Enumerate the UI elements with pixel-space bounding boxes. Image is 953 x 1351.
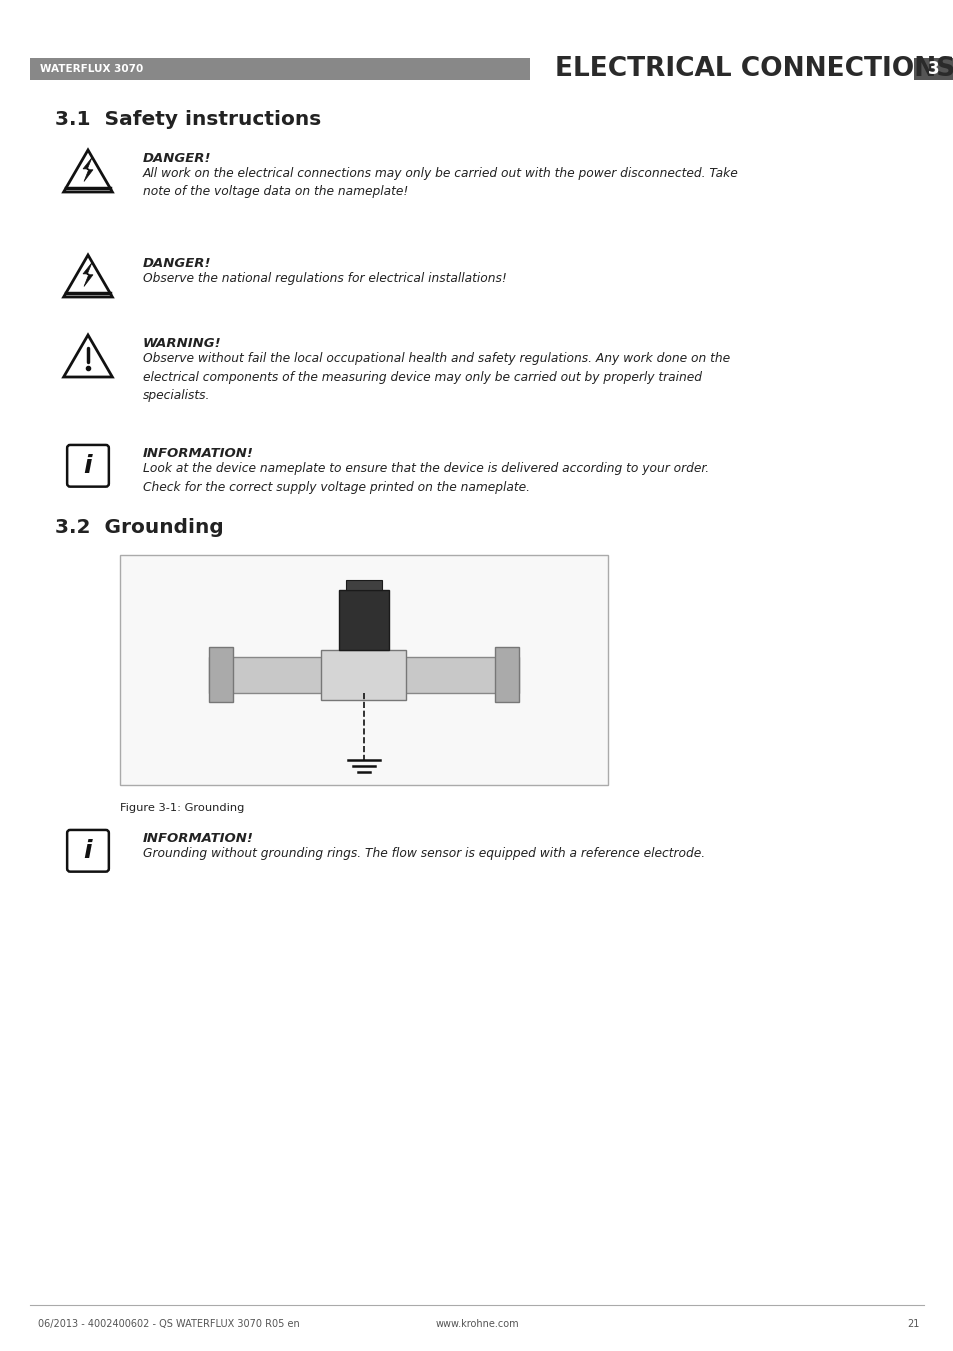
Bar [120, 555, 607, 785]
Text: DANGER!: DANGER! [143, 153, 212, 165]
Text: WARNING!: WARNING! [143, 336, 221, 350]
Text: 3: 3 [927, 59, 939, 78]
Text: WATERFLUX 3070: WATERFLUX 3070 [40, 63, 143, 74]
Text: Observe without fail the local occupational health and safety regulations. Any w: Observe without fail the local occupatio… [143, 353, 729, 403]
Polygon shape [83, 262, 92, 286]
Text: 06/2013 - 4002400602 - QS WATERFLUX 3070 R05 en: 06/2013 - 4002400602 - QS WATERFLUX 3070… [38, 1319, 299, 1329]
Bar [346, 580, 381, 589]
Text: 3.2  Grounding: 3.2 Grounding [55, 517, 224, 536]
Text: ELECTRICAL CONNECTIONS: ELECTRICAL CONNECTIONS [555, 55, 953, 82]
Text: All work on the electrical connections may only be carried out with the power di: All work on the electrical connections m… [143, 168, 738, 199]
Text: Observe the national regulations for electrical installations!: Observe the national regulations for ele… [143, 272, 506, 285]
Bar [30, 58, 530, 80]
Text: 3.1  Safety instructions: 3.1 Safety instructions [55, 109, 321, 128]
Bar [495, 647, 518, 703]
Text: i: i [84, 454, 92, 478]
Text: 21: 21 [906, 1319, 919, 1329]
Bar [321, 650, 406, 700]
Polygon shape [64, 255, 112, 297]
Bar [209, 647, 233, 703]
Polygon shape [64, 335, 112, 377]
Text: www.krohne.com: www.krohne.com [435, 1319, 518, 1329]
Text: i: i [84, 839, 92, 863]
Bar [209, 657, 518, 693]
Text: Figure 3-1: Grounding: Figure 3-1: Grounding [120, 802, 244, 813]
Text: INFORMATION!: INFORMATION! [143, 832, 253, 844]
Polygon shape [64, 150, 112, 192]
Bar [338, 589, 389, 650]
Bar [913, 58, 953, 80]
Text: Grounding without grounding rings. The flow sensor is equipped with a reference : Grounding without grounding rings. The f… [143, 847, 704, 861]
Text: DANGER!: DANGER! [143, 257, 212, 270]
FancyBboxPatch shape [67, 444, 109, 486]
FancyBboxPatch shape [67, 830, 109, 871]
Polygon shape [83, 158, 92, 181]
Text: Look at the device nameplate to ensure that the device is delivered according to: Look at the device nameplate to ensure t… [143, 462, 708, 493]
Text: INFORMATION!: INFORMATION! [143, 447, 253, 459]
